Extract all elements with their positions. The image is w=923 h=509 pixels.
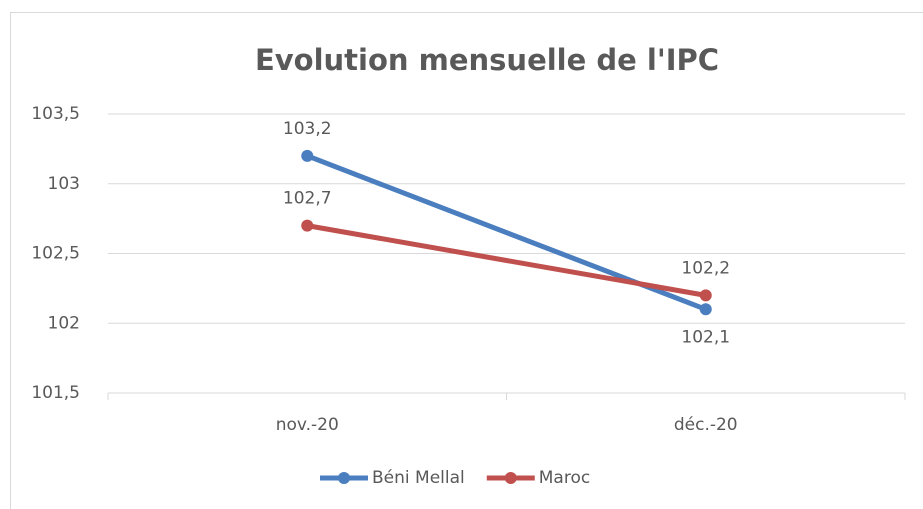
chart-title: Evolution mensuelle de l'IPC [255, 43, 719, 77]
data-label: 102,2 [681, 258, 730, 278]
legend-marker [504, 472, 517, 484]
legend-label: Béni Mellal [372, 468, 465, 488]
data-label: 103,2 [283, 119, 332, 139]
y-tick-label: 103,5 [31, 104, 80, 124]
point [301, 219, 314, 232]
legend-marker [338, 472, 350, 484]
x-tick-label: déc.-20 [674, 415, 738, 435]
data-label: 102,7 [283, 189, 332, 209]
point [699, 289, 712, 302]
y-tick-label: 101,5 [31, 383, 80, 403]
series-line [304, 223, 709, 298]
point [699, 303, 712, 316]
y-tick-label: 103 [48, 174, 80, 194]
legend-label: Maroc [539, 468, 590, 488]
data-label: 102,1 [681, 327, 730, 347]
chart-frame [10, 12, 923, 509]
point [301, 149, 314, 162]
y-tick-label: 102 [48, 313, 80, 333]
x-tick-label: nov.-20 [276, 415, 339, 435]
y-tick-label: 102,5 [31, 244, 80, 264]
